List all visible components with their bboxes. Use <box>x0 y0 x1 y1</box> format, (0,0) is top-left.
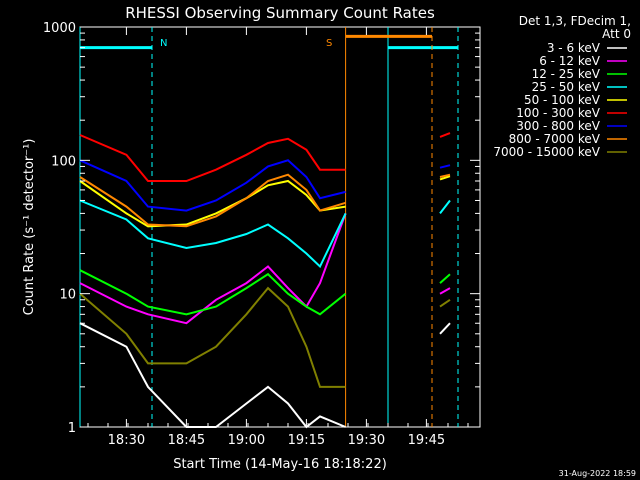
series-line-5 <box>79 134 346 182</box>
legend-label-6: 300 - 800 keV <box>516 119 600 133</box>
series-line-3 <box>79 199 347 269</box>
series-line-4 <box>79 179 346 228</box>
x-axis-label: Start Time (14-May-16 18:18:22) <box>173 457 387 472</box>
x-tick-label: 19:15 <box>288 433 325 448</box>
annotation-S: S <box>326 38 332 49</box>
x-tick-label: 19:30 <box>348 433 385 448</box>
series-line-late-4 <box>439 175 451 181</box>
series-line-2 <box>79 269 347 316</box>
series-line-6 <box>79 159 346 212</box>
y-tick-label: 10 <box>59 288 76 303</box>
series-line-late-5 <box>439 132 451 138</box>
legend-label-3: 25 - 50 keV <box>532 80 601 94</box>
axis-ticks: 18:30 18:45 19:00 19:15 19:30 19:45 1 10 100 1000 <box>43 21 480 448</box>
series-group <box>79 132 451 429</box>
series-line-late-6 <box>439 164 451 169</box>
legend-label-0: 3 - 6 keV <box>547 41 601 55</box>
legend-label-7: 800 - 7000 keV <box>509 132 601 146</box>
y-tick-label: 1 <box>68 421 76 436</box>
series-line-late-8 <box>439 298 451 308</box>
series-line-8 <box>79 286 346 388</box>
y-tick-label: 100 <box>51 154 76 169</box>
x-tick-label: 18:45 <box>168 433 205 448</box>
series-line-late-3 <box>439 199 451 215</box>
legend-label-1: 6 - 12 keV <box>539 54 601 68</box>
series-line-late-2 <box>439 273 451 284</box>
x-tick-label: 19:45 <box>408 433 445 448</box>
legend-label-8: 7000 - 15000 keV <box>493 145 600 159</box>
x-tick-label: 19:00 <box>228 433 265 448</box>
series-line-late-0 <box>439 322 451 335</box>
chart-title: RHESSI Observing Summary Count Rates <box>125 4 435 22</box>
legend-header-line-2: Att 0 <box>602 27 631 41</box>
series-line-0 <box>79 322 346 429</box>
x-tick-label: 18:30 <box>108 433 145 448</box>
annotation-N: N <box>160 38 167 49</box>
y-axis-label: Count Rate (s⁻¹ detector⁻¹) <box>22 139 37 316</box>
legend-label-5: 100 - 300 keV <box>516 106 600 120</box>
series-line-late-7 <box>439 173 451 178</box>
series-line-1 <box>79 213 347 325</box>
plot-area <box>79 26 481 428</box>
series-line-late-1 <box>439 287 451 295</box>
y-tick-label: 1000 <box>43 21 76 36</box>
legend-label-4: 50 - 100 keV <box>524 93 601 107</box>
legend-header-line-1: Det 1,3, FDecim 1, <box>519 14 631 28</box>
series-line-7 <box>79 173 346 228</box>
legend-label-2: 12 - 25 keV <box>532 67 601 81</box>
footer-date: 31-Aug-2022 18:59 <box>559 469 636 478</box>
